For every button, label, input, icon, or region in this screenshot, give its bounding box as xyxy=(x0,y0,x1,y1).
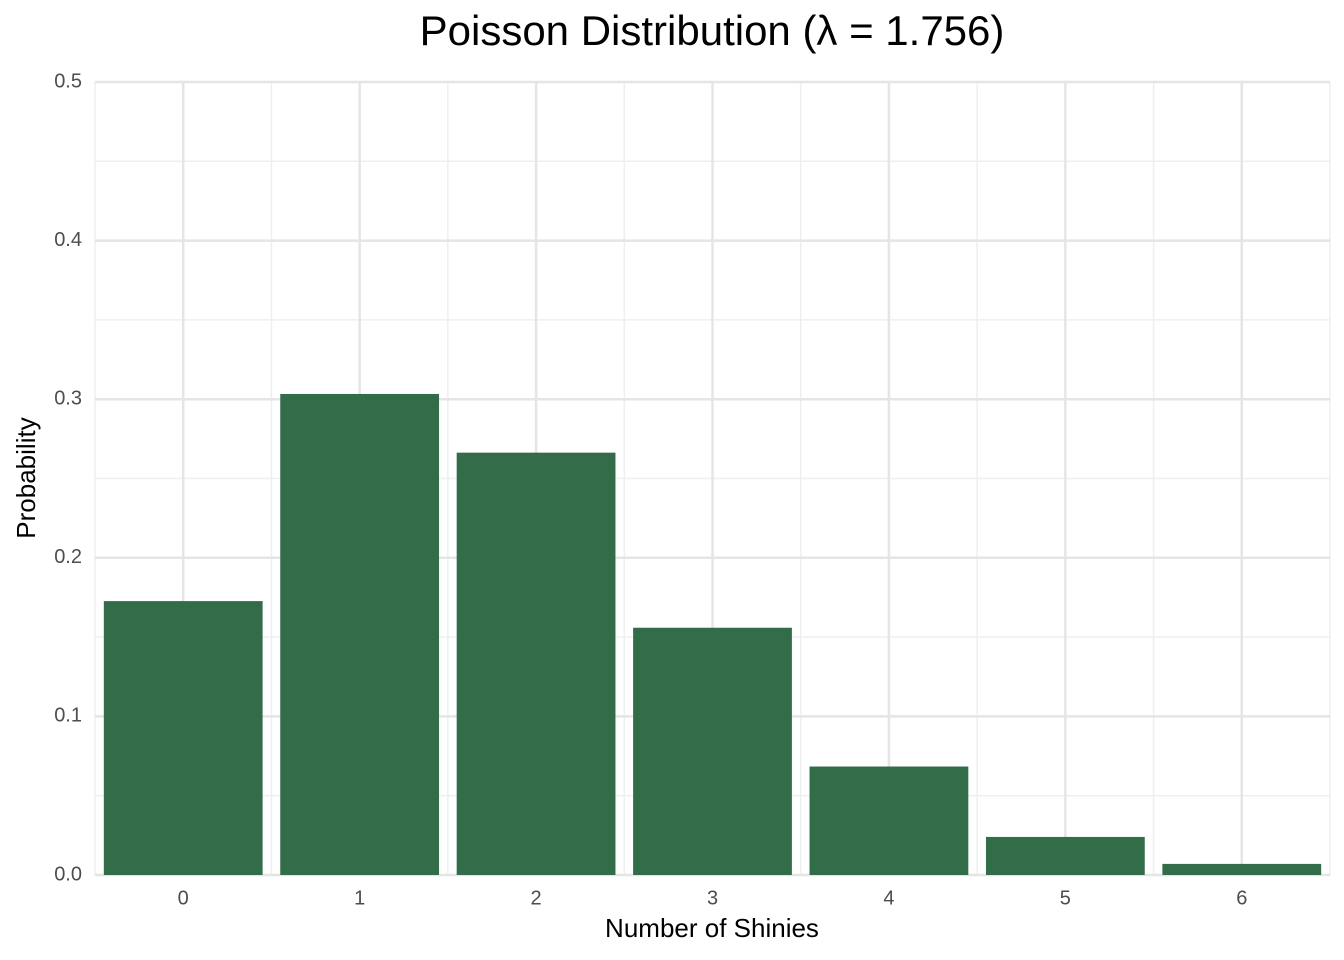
x-tick-label: 0 xyxy=(178,887,189,909)
bar xyxy=(103,601,263,875)
x-tick-label: 6 xyxy=(1236,887,1247,909)
x-tick-label: 5 xyxy=(1060,887,1071,909)
x-tick-label: 1 xyxy=(354,887,365,909)
bars xyxy=(103,393,1322,875)
x-axis-title: Number of Shinies xyxy=(605,913,819,943)
y-axis-title: Probability xyxy=(11,417,41,538)
bar xyxy=(633,627,792,875)
y-tick-label: 0.3 xyxy=(54,387,82,409)
bar xyxy=(1162,863,1322,875)
y-tick-label: 0.4 xyxy=(54,229,82,251)
y-tick-label: 0.0 xyxy=(54,863,82,885)
bar xyxy=(280,393,440,875)
bar xyxy=(809,766,969,875)
bar xyxy=(456,452,616,875)
y-tick-label: 0.2 xyxy=(54,546,82,568)
y-tick-label: 0.1 xyxy=(54,705,82,727)
x-tick-label: 4 xyxy=(883,887,894,909)
chart-title: Poisson Distribution (λ = 1.756) xyxy=(420,7,1005,54)
bar xyxy=(985,836,1145,875)
x-tick-label: 3 xyxy=(707,887,718,909)
y-tick-label: 0.5 xyxy=(54,70,82,92)
x-tick-label: 2 xyxy=(531,887,542,909)
